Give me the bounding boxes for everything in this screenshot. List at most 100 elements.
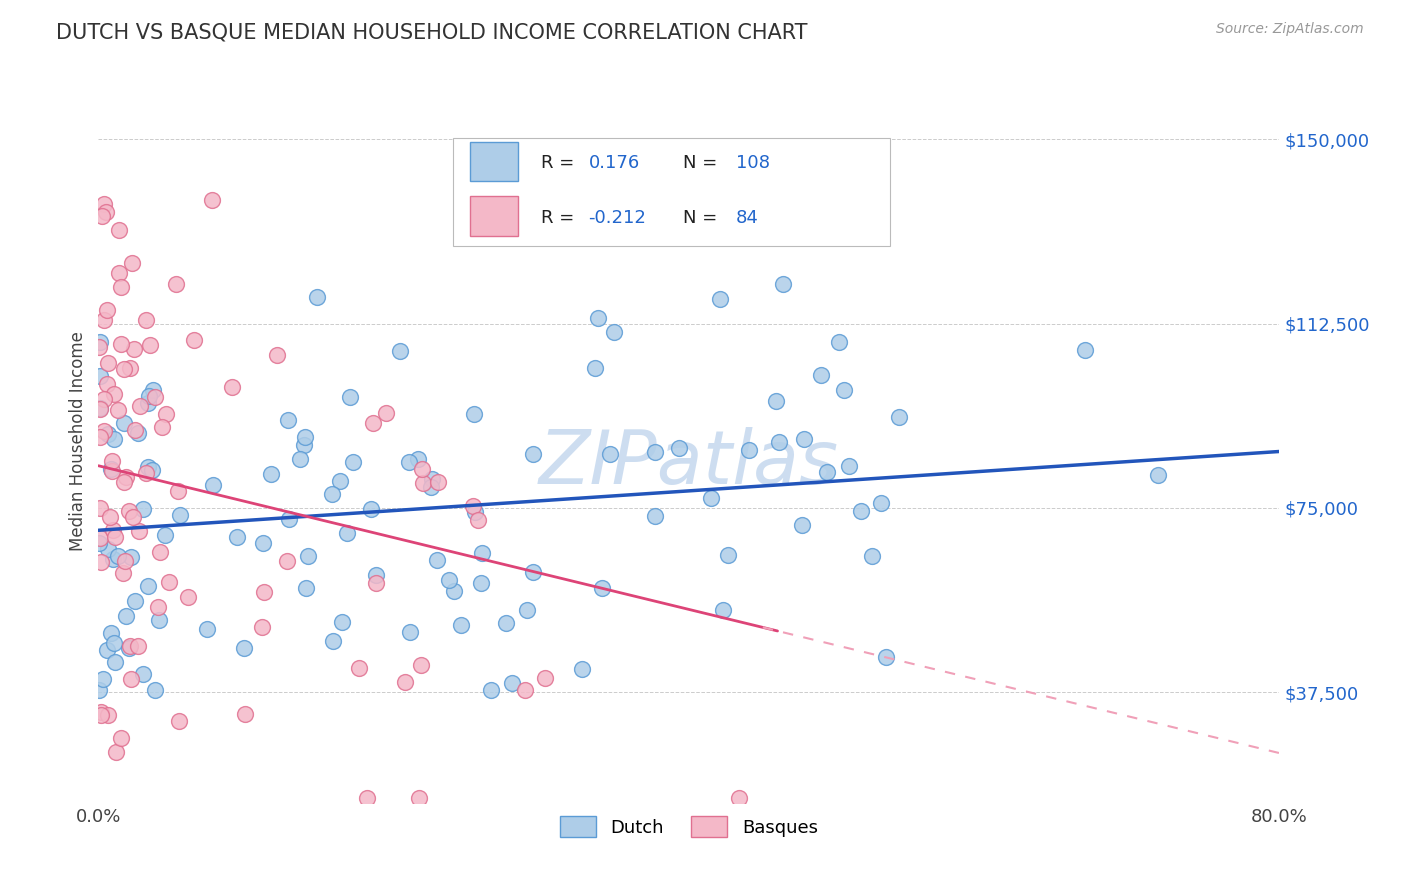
Point [603,325,626,339]
Point [765,393,787,408]
Point [420,471,443,485]
Point [127,640,149,654]
Point [120,549,142,564]
Point [875,650,897,665]
Text: 84: 84 [737,209,759,227]
Point [832,383,855,397]
Point [138,389,160,403]
Point [366,575,388,590]
Point [406,452,429,467]
Point [321,487,343,501]
Point [121,256,143,270]
Text: Source: ZipAtlas.com: Source: ZipAtlas.com [1216,22,1364,37]
Point [408,790,430,805]
Point [112,417,135,431]
Point [522,565,544,579]
Point [114,553,136,567]
Point [644,509,666,524]
Point [772,277,794,292]
Point [793,432,815,446]
Point [260,467,283,481]
Point [294,581,316,595]
Point [515,682,537,697]
Text: N =: N = [683,154,723,172]
Point [297,549,319,563]
Text: ZIPatlas: ZIPatlas [538,427,839,500]
Point [93,313,115,327]
Point [412,476,434,491]
Point [177,590,200,604]
Point [143,390,166,404]
Point [464,505,486,519]
Point [815,465,838,479]
Point [142,384,165,398]
Point [149,545,172,559]
Point [136,579,159,593]
Point [108,223,131,237]
Point [98,510,121,524]
Point [183,333,205,347]
Point [426,553,449,567]
Point [155,407,177,421]
Point [599,446,621,460]
Point [467,513,489,527]
Point [450,617,472,632]
Point [100,626,122,640]
Point [470,576,492,591]
Point [96,643,118,657]
Point [97,708,120,723]
Point [89,369,111,384]
Point [533,671,555,685]
Point [89,500,111,515]
Point [360,501,382,516]
Point [91,673,114,687]
Point [136,460,159,475]
Point [869,496,891,510]
Legend: Dutch, Basques: Dutch, Basques [553,809,825,845]
Point [294,430,316,444]
Point [1074,343,1097,357]
Point [97,356,120,370]
Point [89,536,111,550]
Point [461,499,484,513]
Point [107,267,129,281]
Point [104,531,127,545]
Point [110,280,132,294]
Point [586,311,609,326]
Point [90,555,112,569]
Point [124,594,146,608]
Point [443,584,465,599]
Point [278,512,301,526]
Point [136,395,159,409]
Point [139,337,162,351]
Point [768,434,790,449]
Text: R =: R = [541,154,581,172]
Point [124,423,146,437]
Point [202,478,225,492]
Point [111,566,134,580]
Point [226,530,249,544]
Point [166,484,188,499]
Point [479,682,502,697]
Point [89,401,111,415]
Point [89,335,111,350]
Point [250,620,273,634]
Point [322,634,344,648]
Point [426,475,449,490]
Point [148,613,170,627]
Text: 108: 108 [737,154,770,172]
Point [195,622,218,636]
Point [790,517,813,532]
Point [97,427,120,442]
Point [398,454,420,468]
Point [128,524,150,538]
Point [101,464,124,478]
Point [420,480,443,494]
Point [838,459,860,474]
Point [135,313,157,327]
Point [717,549,740,563]
Point [305,290,328,304]
Point [266,348,288,362]
Point [201,193,224,207]
Point [339,390,361,404]
